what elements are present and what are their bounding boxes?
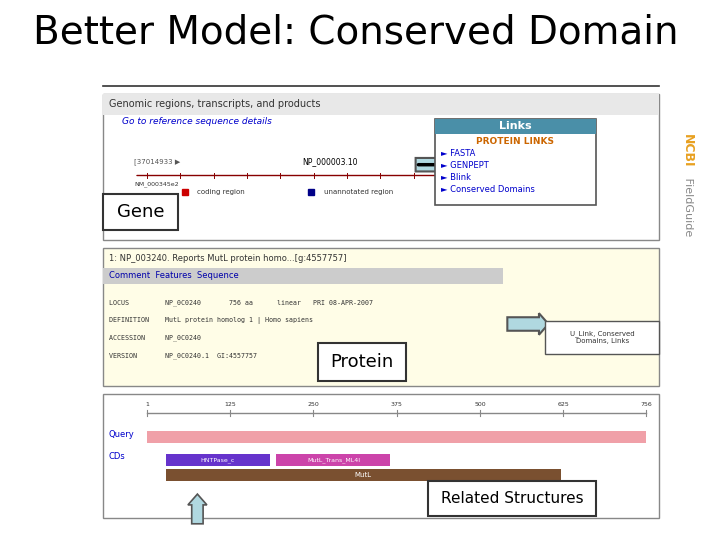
Text: NP_000003.10: NP_000003.10 bbox=[302, 158, 358, 166]
Text: Related Structures: Related Structures bbox=[441, 491, 583, 505]
Text: ACCESSION     NP_0C0240: ACCESSION NP_0C0240 bbox=[109, 335, 201, 341]
Text: 1: 1 bbox=[145, 402, 149, 408]
Text: 756: 756 bbox=[641, 402, 652, 408]
Text: Genomic regions, transcripts, and products: Genomic regions, transcripts, and produc… bbox=[109, 99, 320, 109]
Text: Better Model: Conserved Domain: Better Model: Conserved Domain bbox=[33, 14, 678, 51]
Text: 375: 375 bbox=[391, 402, 402, 408]
Text: Protein: Protein bbox=[330, 353, 394, 371]
Text: unannotated region: unannotated region bbox=[324, 188, 393, 195]
Text: ► FASTA: ► FASTA bbox=[441, 150, 475, 158]
Text: coding region: coding region bbox=[197, 188, 245, 195]
Text: [37014933 ▶: [37014933 ▶ bbox=[134, 159, 181, 165]
FancyBboxPatch shape bbox=[276, 454, 390, 466]
FancyBboxPatch shape bbox=[166, 469, 561, 481]
FancyBboxPatch shape bbox=[318, 343, 406, 381]
FancyBboxPatch shape bbox=[102, 394, 659, 518]
FancyBboxPatch shape bbox=[428, 481, 596, 516]
Text: LOCUS         NP_0C0240       756 aa      linear   PRI 08-APR-2007: LOCUS NP_0C0240 756 aa linear PRI 08-APR… bbox=[109, 299, 373, 306]
Text: Comment  Features  Sequence: Comment Features Sequence bbox=[109, 272, 238, 280]
Text: Query: Query bbox=[109, 430, 135, 439]
Text: CDs: CDs bbox=[109, 452, 125, 461]
FancyBboxPatch shape bbox=[545, 321, 659, 354]
Text: 250: 250 bbox=[307, 402, 319, 408]
Text: 625: 625 bbox=[557, 402, 569, 408]
FancyBboxPatch shape bbox=[435, 119, 596, 134]
Text: U_Link, Conserved
Domains, Links: U_Link, Conserved Domains, Links bbox=[570, 330, 634, 345]
FancyBboxPatch shape bbox=[166, 454, 270, 466]
FancyArrow shape bbox=[415, 154, 472, 176]
Text: NCBI: NCBI bbox=[681, 134, 694, 168]
FancyBboxPatch shape bbox=[102, 194, 179, 230]
FancyBboxPatch shape bbox=[435, 119, 596, 205]
Text: Gene: Gene bbox=[117, 203, 164, 221]
Text: NP_001240-1: NP_001240-1 bbox=[485, 181, 526, 187]
Text: MutL_Trans_ML4l: MutL_Trans_ML4l bbox=[307, 457, 360, 463]
FancyBboxPatch shape bbox=[102, 248, 659, 386]
Text: ► Blink: ► Blink bbox=[441, 173, 471, 182]
Text: ► Conserved Domains: ► Conserved Domains bbox=[441, 185, 535, 194]
Text: DEFINITION    MutL protein homolog 1 | Homo sapiens: DEFINITION MutL protein homolog 1 | Homo… bbox=[109, 317, 313, 323]
Text: 1: NP_003240. Reports MutL protein homo...[g:4557757]: 1: NP_003240. Reports MutL protein homo.… bbox=[109, 254, 346, 262]
FancyBboxPatch shape bbox=[102, 94, 659, 115]
Text: Links: Links bbox=[499, 122, 531, 131]
Text: PROTEIN LINKS: PROTEIN LINKS bbox=[476, 137, 554, 146]
FancyArrow shape bbox=[188, 494, 207, 524]
Text: FieldGuide: FieldGuide bbox=[683, 174, 693, 237]
Text: Go to reference sequence details: Go to reference sequence details bbox=[122, 117, 271, 126]
Text: ► GENPEPT: ► GENPEPT bbox=[441, 161, 489, 170]
Text: NM_000345e2: NM_000345e2 bbox=[134, 181, 179, 187]
FancyBboxPatch shape bbox=[102, 268, 503, 284]
FancyBboxPatch shape bbox=[102, 94, 659, 240]
Text: [37062941 ▶: [37062941 ▶ bbox=[480, 159, 526, 165]
FancyBboxPatch shape bbox=[147, 431, 647, 443]
Text: MutL: MutL bbox=[355, 471, 372, 478]
Text: HNTPase_c: HNTPase_c bbox=[201, 457, 235, 463]
FancyArrow shape bbox=[508, 313, 549, 335]
Text: 500: 500 bbox=[474, 402, 486, 408]
Text: VERSION       NP_0C0240.1  GI:4557757: VERSION NP_0C0240.1 GI:4557757 bbox=[109, 353, 257, 359]
Text: 125: 125 bbox=[224, 402, 236, 408]
